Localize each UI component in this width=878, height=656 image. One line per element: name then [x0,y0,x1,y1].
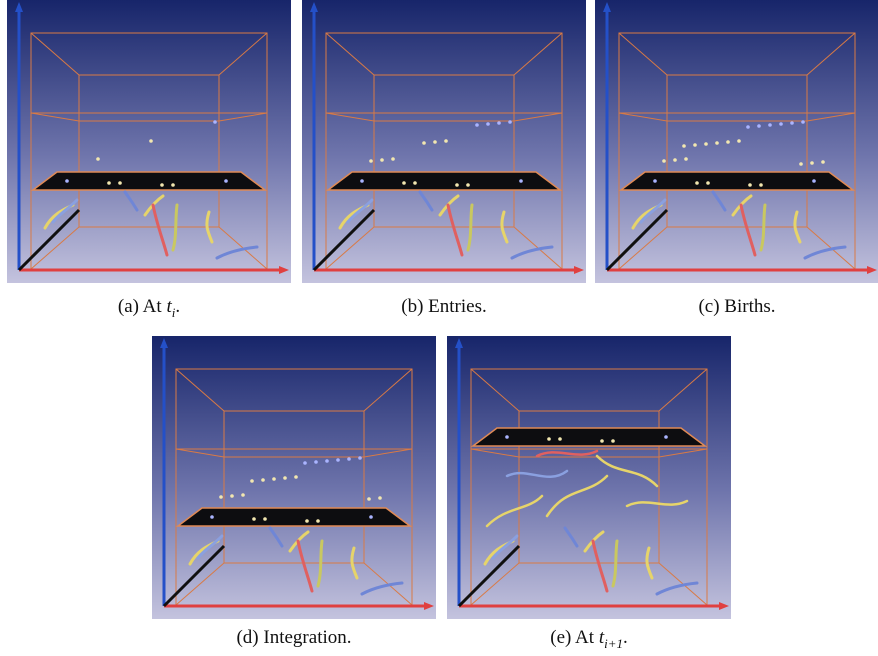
panel-b [302,0,586,283]
particle [316,519,320,523]
particle [812,179,816,183]
particle [759,183,763,187]
particle [682,144,686,148]
particle [378,496,382,500]
particle [547,437,551,441]
particle [347,457,351,461]
particle [303,461,307,465]
caption: (b) Entries. [302,296,586,318]
particle [413,181,417,185]
particle [653,179,657,183]
particle [241,493,245,497]
caption-sub: i+1 [604,636,623,651]
particle [801,120,805,124]
scene [447,336,731,619]
particle [250,479,254,483]
particle [695,181,699,185]
particle [149,139,153,143]
particle [283,476,287,480]
particle [325,459,329,463]
particle [107,181,111,185]
particle [662,159,666,163]
scene [302,0,586,283]
particle [96,157,100,161]
scene [7,0,291,283]
particle [715,141,719,145]
particle [391,157,395,161]
figure-page: {"captions": [ {"prefix": "(a) At ", "va… [0,0,878,656]
particle [600,439,604,443]
particle [294,475,298,479]
particle [252,517,256,521]
panel-c [595,0,878,283]
particle [821,160,825,164]
particle [737,139,741,143]
particle [486,122,490,126]
particle [497,121,501,125]
caption: (c) Births. [595,296,878,318]
caption: (e) At ti+1. [447,627,731,652]
particle [210,515,214,519]
particle [224,179,228,183]
particle [810,161,814,165]
scene [152,336,436,619]
particle [693,143,697,147]
particle [746,125,750,129]
caption-text: . [175,296,180,317]
caption-text: (e) At [550,627,599,648]
particle [367,497,371,501]
particle [160,183,164,187]
particle [706,181,710,185]
caption-text: (a) At [118,296,167,317]
caption-text: . [623,627,628,648]
particle [779,122,783,126]
particle [726,140,730,144]
particle [305,519,309,523]
particle [369,159,373,163]
particle [358,456,362,460]
particle [508,120,512,124]
particle [475,123,479,127]
particle [768,123,772,127]
particle [558,437,562,441]
particle [704,142,708,146]
particle [380,158,384,162]
scene [595,0,878,283]
particle [369,515,373,519]
particle [444,139,448,143]
panel-d [152,336,436,619]
particle [684,157,688,161]
particle [748,183,752,187]
particle [336,458,340,462]
particle [664,435,668,439]
particle [261,478,265,482]
particle [505,435,509,439]
particle [272,477,276,481]
particle [455,183,459,187]
particle [65,179,69,183]
particle [757,124,761,128]
particle [230,494,234,498]
particle [171,183,175,187]
particle [519,179,523,183]
particle [673,158,677,162]
particle [433,140,437,144]
particle [790,121,794,125]
particle [314,460,318,464]
particle [611,439,615,443]
particle [263,517,267,521]
particle [118,181,122,185]
particle [466,183,470,187]
particle [799,162,803,166]
panel-e [447,336,731,619]
particle [219,495,223,499]
particle [422,141,426,145]
particle [213,120,217,124]
particle [402,181,406,185]
particle [360,179,364,183]
panel-a [7,0,291,283]
caption: (d) Integration. [152,627,436,649]
caption: (a) At ti. [7,296,291,321]
